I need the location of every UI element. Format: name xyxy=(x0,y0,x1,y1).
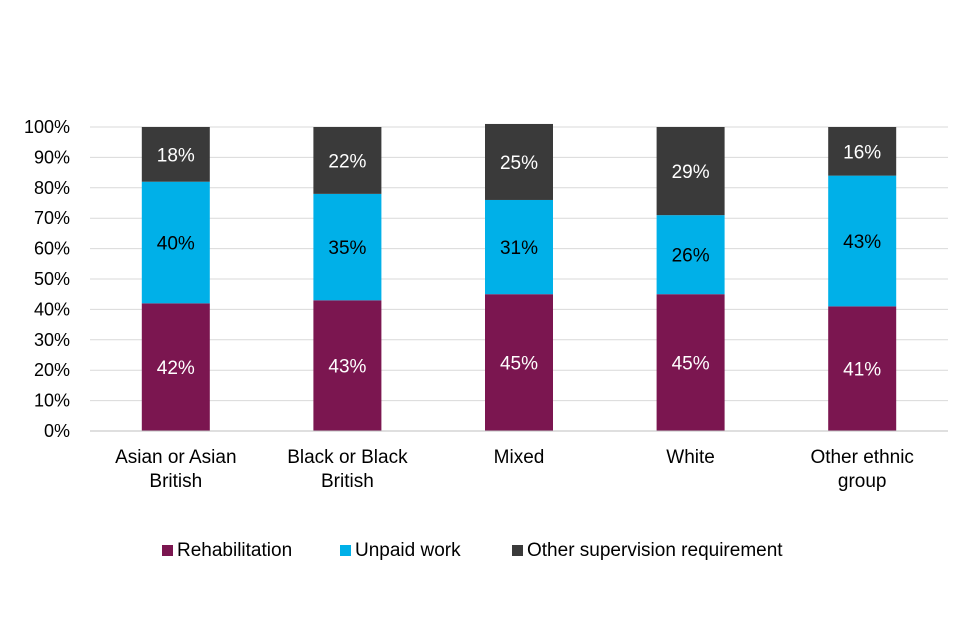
bar-segment xyxy=(485,199,553,295)
y-tick-label: 70% xyxy=(34,208,70,228)
data-label: 42% xyxy=(157,358,195,379)
y-tick-label: 30% xyxy=(34,330,70,350)
bar-segment xyxy=(656,215,725,295)
data-label: 31% xyxy=(500,238,538,259)
legend: Rehabilitation Unpaid work Other supervisi… xyxy=(162,540,783,561)
bar-segment xyxy=(656,294,725,431)
y-axis-ticks: 0% 10% 20% 30% 40% 50% 60% 70% 80% 90% 100% xyxy=(24,117,70,441)
category-label: Asian or Asian British xyxy=(115,447,236,492)
bar-segment xyxy=(313,127,382,194)
category-labels: Asian or Asian British Black or Black Briti… xyxy=(115,447,914,492)
bar-segment xyxy=(485,294,553,431)
category-label: Black or Black British xyxy=(287,447,408,492)
bar-segment xyxy=(828,175,897,307)
data-label: 22% xyxy=(328,151,366,172)
bar-segment xyxy=(141,303,210,431)
legend-label: Other supervision requirement xyxy=(527,540,783,561)
data-label: 41% xyxy=(843,360,881,381)
data-label: 45% xyxy=(500,354,538,375)
bar-segment xyxy=(313,193,382,301)
y-tick-label: 80% xyxy=(34,178,70,198)
bar-segment xyxy=(828,306,897,431)
y-tick-label: 40% xyxy=(34,299,70,319)
y-tick-label: 0% xyxy=(44,421,70,441)
legend-label: Rehabilitation xyxy=(177,540,292,561)
legend-swatch xyxy=(340,545,351,556)
legend-swatch xyxy=(162,545,173,556)
y-tick-label: 90% xyxy=(34,147,70,167)
y-tick-label: 50% xyxy=(34,269,70,289)
bar-segment xyxy=(485,123,553,200)
legend-label: Unpaid work xyxy=(355,540,461,561)
legend-swatch xyxy=(512,545,523,556)
data-label: 40% xyxy=(157,234,195,255)
bars xyxy=(141,123,897,431)
data-label: 18% xyxy=(157,145,195,166)
data-label: 26% xyxy=(672,246,710,267)
y-tick-label: 20% xyxy=(34,360,70,380)
data-label: 43% xyxy=(843,232,881,253)
data-label: 25% xyxy=(500,153,538,174)
y-tick-label: 60% xyxy=(34,239,70,259)
bar-segment xyxy=(656,127,725,216)
data-labels: 42% 40% 18% 43% 35% 22% 45% 31% 25% 45% 26% 29% 41% 4… xyxy=(157,142,882,380)
data-label: 29% xyxy=(672,162,710,183)
bar-segment xyxy=(141,181,210,304)
y-tick-label: 10% xyxy=(34,391,70,411)
category-label: Other ethnic group xyxy=(810,447,914,492)
bar-segment xyxy=(313,300,382,431)
bar-segment xyxy=(141,127,210,182)
data-label: 45% xyxy=(672,354,710,375)
data-label: 35% xyxy=(328,238,366,259)
data-label: 43% xyxy=(328,357,366,378)
data-label: 16% xyxy=(843,142,881,163)
category-label: White xyxy=(666,447,715,468)
y-tick-label: 100% xyxy=(24,117,70,137)
bar-segment xyxy=(828,127,897,176)
category-label: Mixed xyxy=(494,447,545,468)
